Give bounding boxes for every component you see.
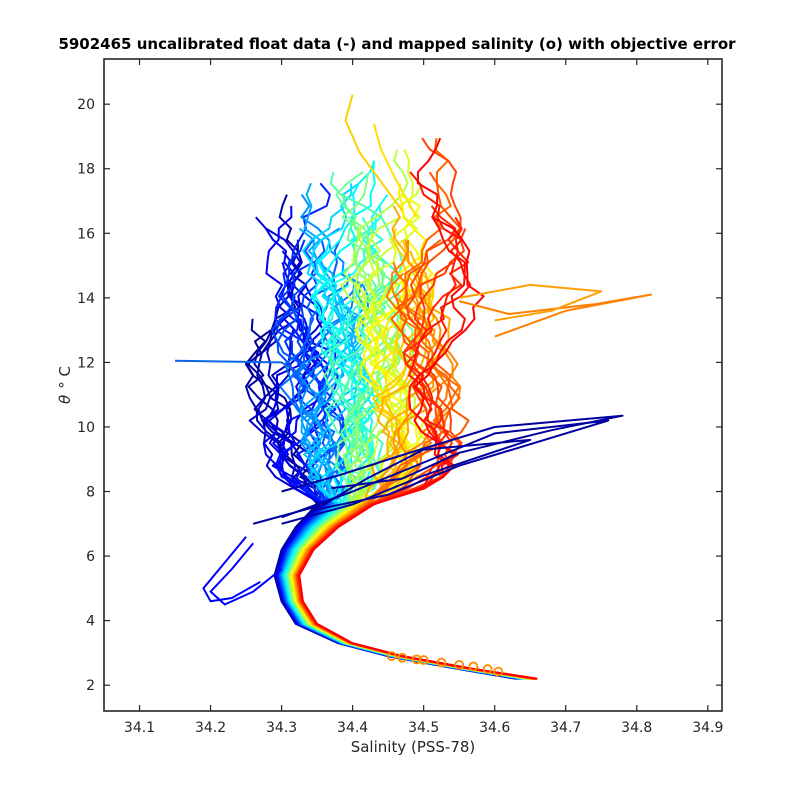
y-axis-symbol: θ — [56, 395, 74, 404]
profile-line-outlier — [459, 283, 603, 322]
profile-line-outlier — [344, 94, 404, 212]
profile-line-outlier — [209, 542, 283, 606]
mapped-salinity-marker — [493, 666, 504, 677]
x-tick-label: 34.4 — [337, 720, 368, 736]
profile-line-outlier — [281, 414, 624, 493]
y-tick-label: 16 — [77, 226, 95, 242]
x-tick-label: 34.1 — [124, 720, 155, 736]
y-tick-label: 14 — [77, 291, 95, 307]
profiles-layer — [174, 94, 652, 680]
x-tick-label: 34.7 — [550, 720, 581, 736]
mapped-salinity-marker — [436, 657, 447, 668]
x-tick-label: 34.3 — [266, 720, 297, 736]
svg-text:θ° C: θ ° C — [56, 366, 74, 404]
y-tick-label: 18 — [77, 162, 95, 178]
profile-line-outlier — [174, 359, 304, 377]
profile-line-outlier — [372, 123, 418, 218]
x-tick-label: 34.5 — [408, 720, 439, 736]
x-axis: 34.1 34.2 34.3 34.4 34.5 34.6 34.7 34.8 34.9 — [124, 59, 723, 736]
y-tick-label: 6 — [86, 549, 95, 565]
profile-line-outlier — [202, 536, 261, 603]
x-tick-label: 34.8 — [621, 720, 652, 736]
mapped-salinity-marker — [454, 659, 465, 670]
x-tick-label: 34.2 — [195, 720, 226, 736]
profile-line-outlier — [281, 419, 610, 519]
mapped-salinity-marker — [397, 652, 408, 663]
x-axis-title: Salinity (PSS-78) — [351, 738, 476, 756]
mapped-salinity-marker — [482, 664, 493, 674]
mapped-salinity-marker — [386, 651, 397, 662]
y-axis-title: θ ° C — [56, 366, 74, 404]
y-tick-label: 4 — [86, 614, 95, 630]
y-tick-label: 8 — [86, 485, 95, 501]
y-tick-label: 20 — [77, 97, 95, 113]
y-tick-label: 12 — [77, 355, 95, 371]
y-tick-label: 10 — [77, 420, 95, 436]
profile-line-outlier — [458, 293, 652, 338]
x-tick-label: 34.6 — [479, 720, 510, 736]
mapped-salinity-marker — [418, 655, 429, 665]
y-tick-label: 2 — [86, 678, 95, 694]
x-tick-label: 34.9 — [692, 720, 723, 736]
y-axis-unit: ° C — [56, 366, 74, 389]
chart-title: 5902465 uncalibrated float data (-) and … — [58, 35, 736, 53]
profile-line — [298, 137, 538, 680]
mapped-salinity-marker — [468, 661, 479, 672]
y-axis: 2 4 6 8 10 12 14 16 18 20 — [77, 97, 722, 694]
plot-frame — [103, 58, 723, 712]
profile-line-outlier — [252, 438, 532, 525]
mapped-salinity-markers — [386, 651, 504, 677]
